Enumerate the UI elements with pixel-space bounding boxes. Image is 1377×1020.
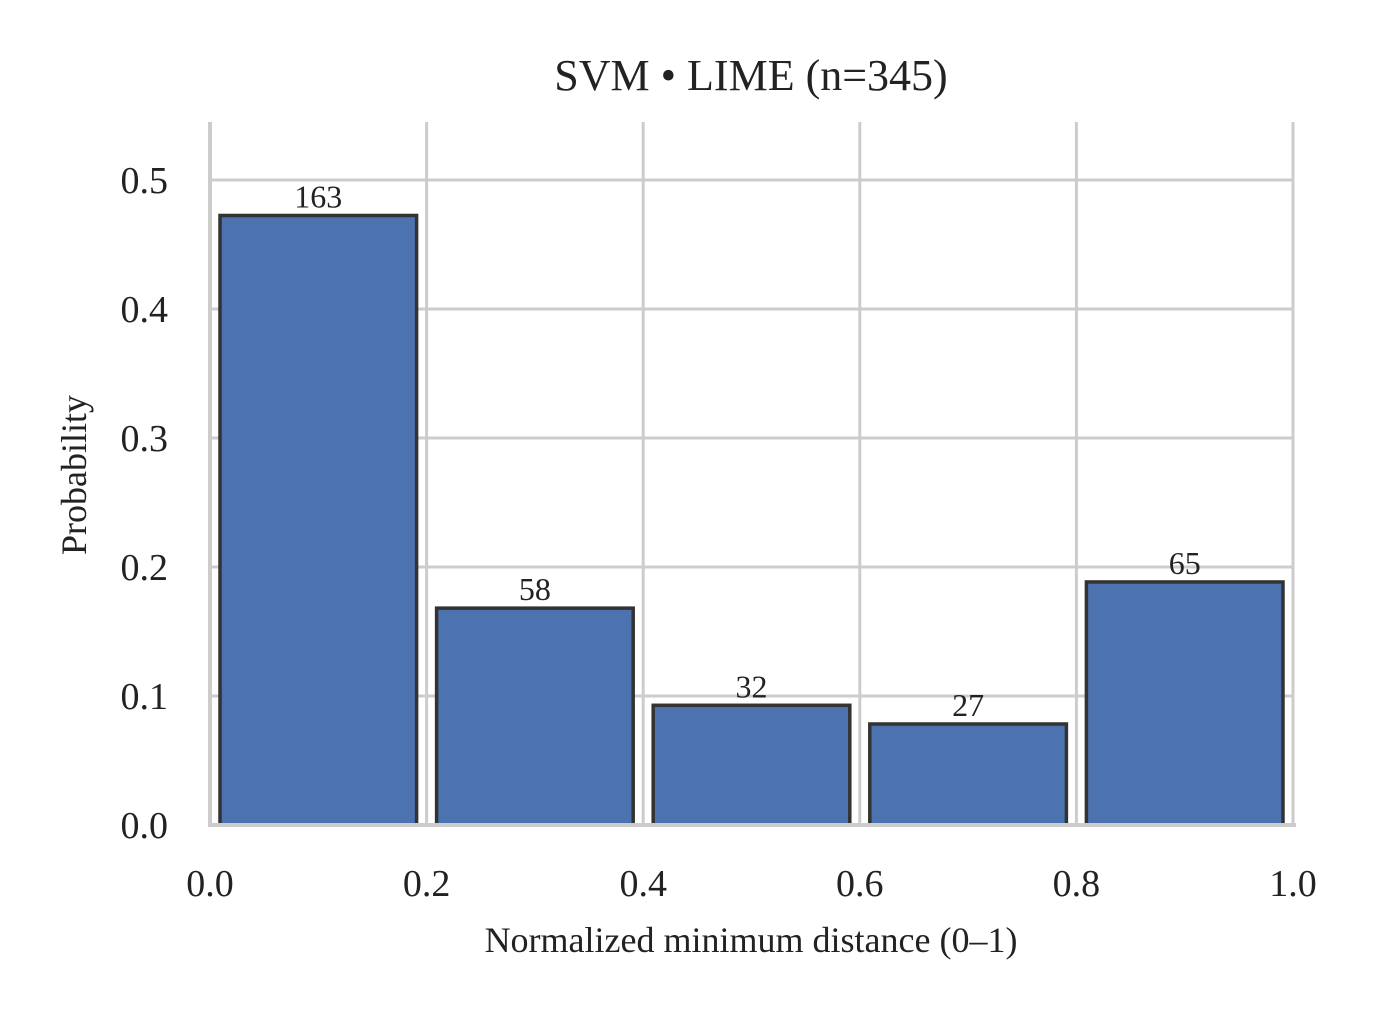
histogram-bar bbox=[651, 703, 852, 827]
bar-count-label: 65 bbox=[1169, 545, 1201, 581]
x-tick-label: 0.0 bbox=[186, 863, 234, 905]
histogram-bar bbox=[434, 606, 635, 827]
x-axis-label: Normalized minimum distance (0–1) bbox=[485, 920, 1018, 960]
y-tick-label: 0.2 bbox=[121, 547, 169, 589]
x-tick-label: 0.8 bbox=[1053, 863, 1101, 905]
bar-count-label: 163 bbox=[294, 178, 342, 214]
bar-count-label: 27 bbox=[952, 687, 984, 723]
y-tick-label: 0.4 bbox=[121, 289, 169, 331]
x-tick-label: 1.0 bbox=[1269, 863, 1317, 905]
y-axis-label: Probability bbox=[54, 395, 94, 555]
tick-labels: 0.0 0.2 0.4 0.6 0.8 1.0 0.0 0.1 0.2 0.3 0.4 0.5 bbox=[121, 160, 1317, 905]
bars bbox=[218, 213, 1285, 827]
bar-count-labels: 163 58 32 27 65 bbox=[294, 178, 1200, 723]
histogram-bar bbox=[868, 722, 1069, 827]
bar-count-label: 58 bbox=[519, 571, 551, 607]
histogram-bar bbox=[1084, 580, 1285, 827]
y-tick-label: 0.1 bbox=[121, 676, 169, 718]
x-tick-label: 0.6 bbox=[836, 863, 884, 905]
y-tick-label: 0.0 bbox=[121, 805, 169, 847]
axes bbox=[208, 122, 1296, 827]
x-tick-label: 0.2 bbox=[403, 863, 451, 905]
y-tick-label: 0.3 bbox=[121, 418, 169, 460]
x-tick-label: 0.4 bbox=[619, 863, 667, 905]
y-tick-label: 0.5 bbox=[121, 160, 169, 202]
histogram-bar bbox=[218, 213, 419, 827]
bar-count-label: 32 bbox=[736, 668, 768, 704]
chart-title: SVM • LIME (n=345) bbox=[554, 51, 947, 100]
